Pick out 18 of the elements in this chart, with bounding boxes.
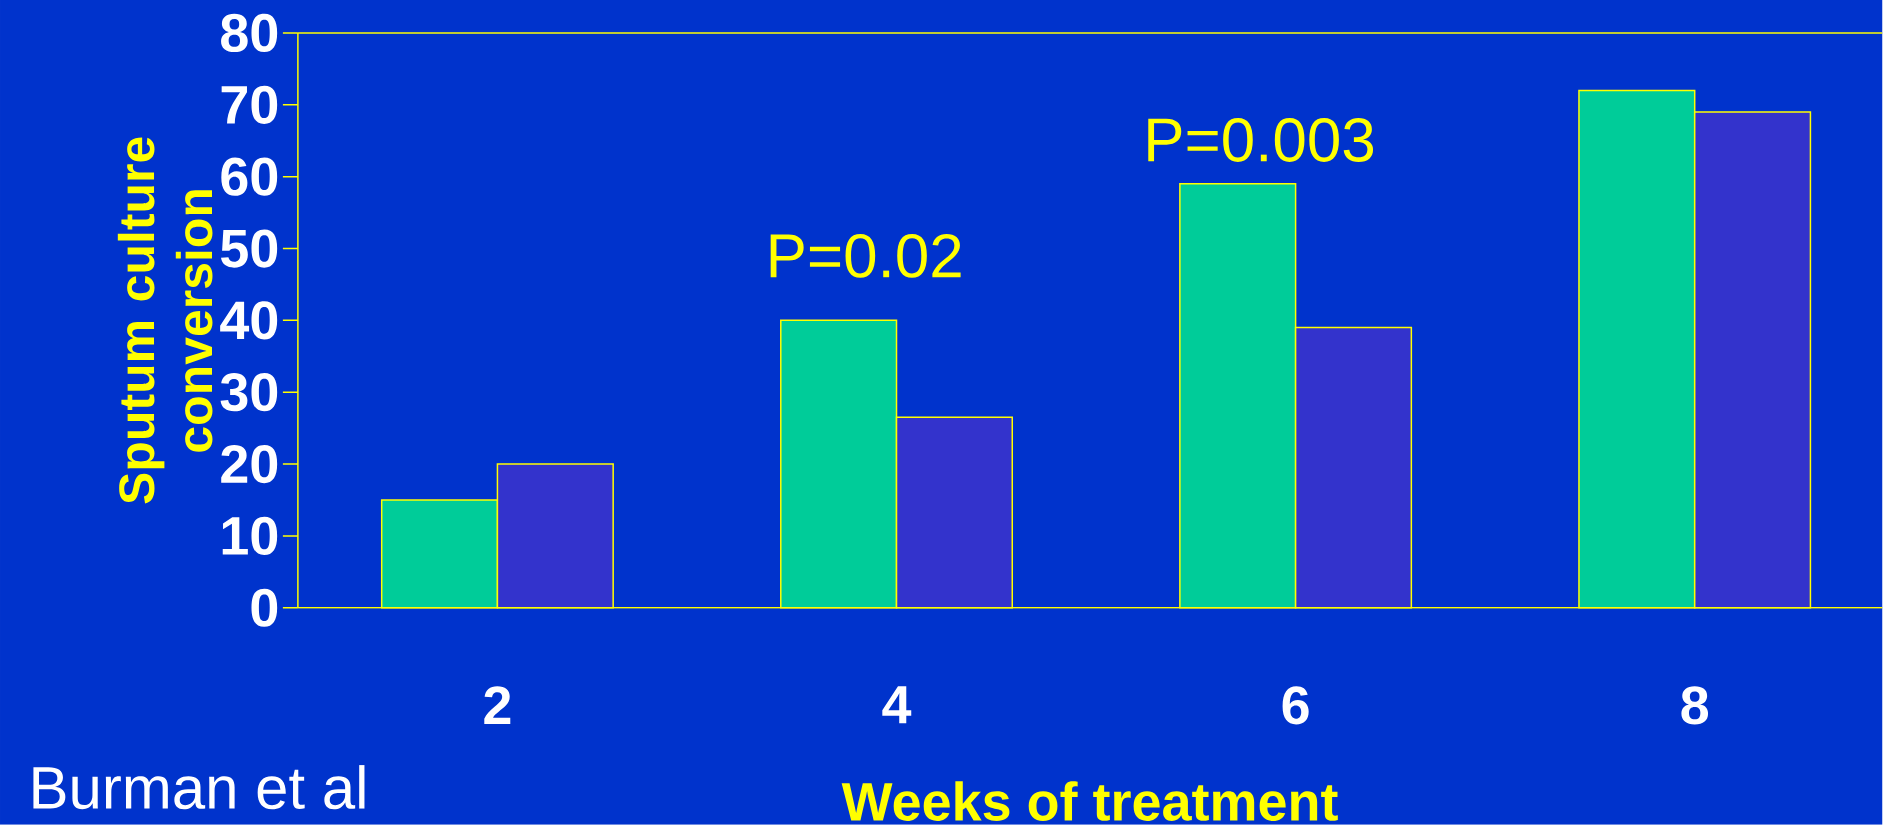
x-tick-label: 8 [1681,686,1709,725]
x-tick-label: 6 [1282,686,1309,725]
y-tick-label: 0 [251,588,278,628]
y-tick-label: 60 [221,157,278,196]
y-tick-label: 80 [221,14,278,53]
y-tick-label: 70 [221,85,278,125]
y-tick-label: 50 [220,229,278,268]
y-tick-label: 10 [222,516,278,556]
annotation: P=0.02 [770,234,961,278]
text: Burman et al [33,765,365,810]
x-tick-label: 4 [882,686,912,724]
y-tick-label: 40 [220,301,278,340]
y-axis-title: Sputum culture conversion [117,137,213,504]
x-axis-title: Weeks of treatment [841,781,1338,822]
annotation: P=0.003 [1148,118,1374,163]
y-tick-label: 30 [220,373,278,412]
x-tick-label: 2 [484,686,511,725]
y-tick-label: 20 [221,445,278,484]
